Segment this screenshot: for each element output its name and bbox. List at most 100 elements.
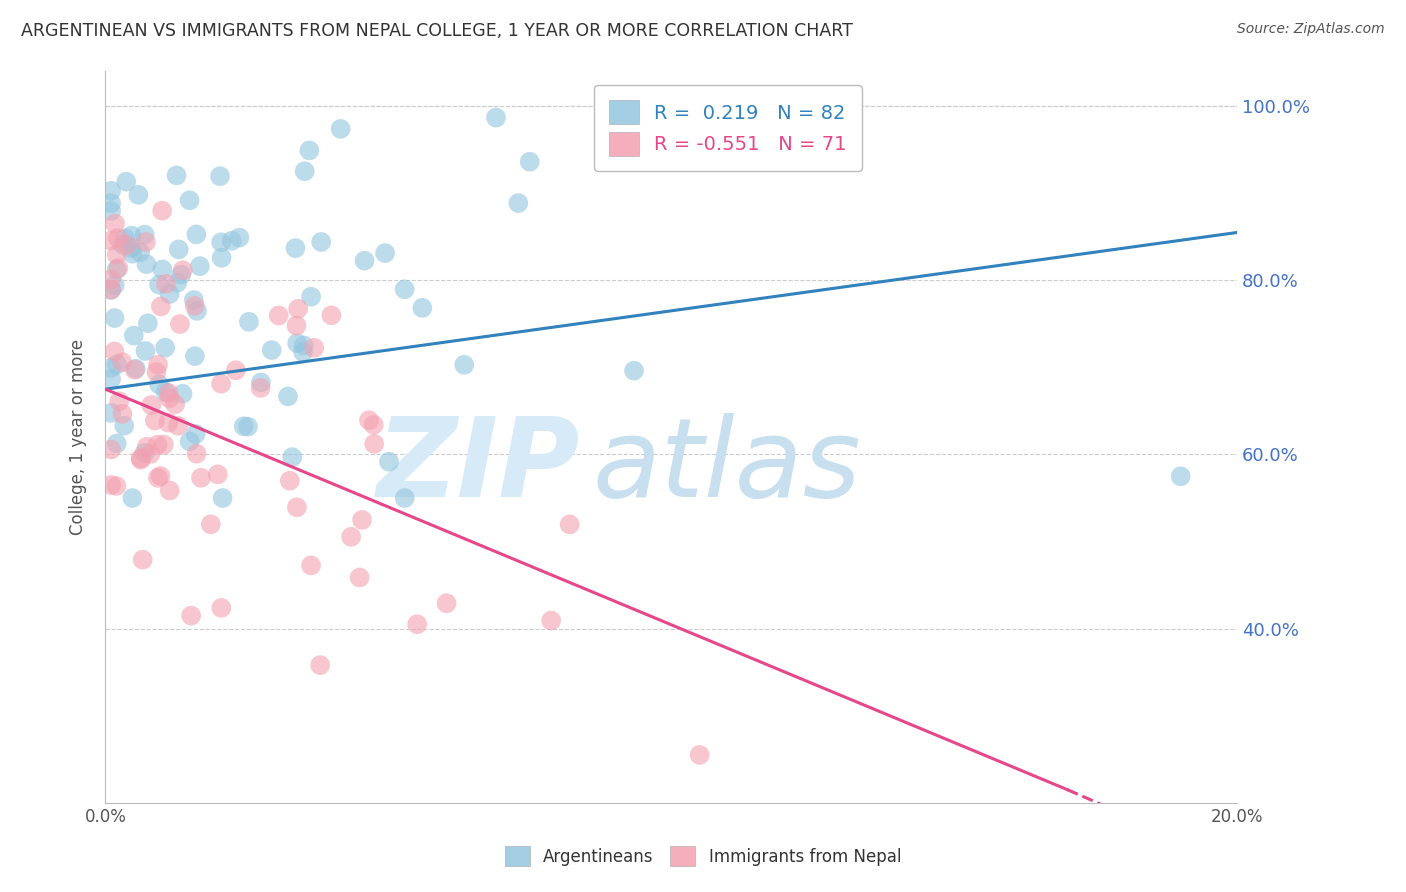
Point bbox=[100, 372, 122, 386]
Point bbox=[186, 447, 208, 461]
Point bbox=[131, 552, 153, 566]
Point bbox=[238, 315, 260, 329]
Point bbox=[250, 376, 273, 390]
Point bbox=[165, 397, 187, 411]
Point bbox=[179, 434, 201, 449]
Point bbox=[100, 203, 122, 218]
Point bbox=[357, 413, 380, 427]
Point bbox=[508, 196, 530, 211]
Point bbox=[103, 344, 125, 359]
Point bbox=[104, 217, 127, 231]
Point bbox=[111, 407, 134, 421]
Point bbox=[134, 343, 156, 358]
Point bbox=[107, 260, 129, 275]
Point bbox=[208, 169, 231, 184]
Point bbox=[281, 450, 304, 464]
Point bbox=[125, 361, 148, 376]
Point bbox=[180, 608, 202, 623]
Point bbox=[349, 570, 371, 584]
Point bbox=[100, 272, 122, 286]
Point bbox=[340, 530, 363, 544]
Point bbox=[284, 241, 307, 255]
Point bbox=[186, 227, 208, 242]
Point bbox=[292, 338, 315, 352]
Point bbox=[309, 235, 332, 249]
Point bbox=[150, 203, 173, 218]
Point bbox=[209, 376, 232, 391]
Point bbox=[105, 436, 128, 450]
Point bbox=[100, 184, 122, 198]
Point bbox=[207, 467, 229, 482]
Point bbox=[100, 406, 122, 420]
Point bbox=[172, 386, 194, 401]
Point bbox=[172, 263, 194, 277]
Point bbox=[112, 418, 135, 433]
Point bbox=[166, 169, 188, 183]
Point bbox=[394, 282, 416, 296]
Point bbox=[299, 558, 322, 573]
Point bbox=[105, 262, 128, 277]
Point bbox=[143, 413, 166, 427]
Point bbox=[277, 389, 299, 403]
Point bbox=[120, 241, 142, 255]
Point bbox=[121, 491, 143, 505]
Point bbox=[236, 419, 259, 434]
Point bbox=[184, 427, 207, 442]
Point bbox=[363, 417, 385, 432]
Point bbox=[167, 243, 190, 257]
Point bbox=[135, 235, 157, 249]
Text: ZIP: ZIP bbox=[377, 413, 581, 520]
Point bbox=[411, 301, 433, 315]
Text: Source: ZipAtlas.com: Source: ZipAtlas.com bbox=[1237, 22, 1385, 37]
Point bbox=[100, 283, 122, 297]
Point bbox=[225, 363, 247, 377]
Point bbox=[146, 438, 169, 452]
Point bbox=[129, 452, 152, 467]
Point bbox=[228, 230, 250, 244]
Point bbox=[112, 237, 135, 252]
Point bbox=[127, 187, 149, 202]
Point bbox=[485, 111, 508, 125]
Point bbox=[134, 446, 156, 460]
Point bbox=[141, 398, 163, 412]
Point bbox=[623, 364, 645, 378]
Point bbox=[124, 363, 146, 377]
Point bbox=[184, 349, 207, 363]
Point bbox=[100, 234, 122, 248]
Point bbox=[329, 122, 352, 136]
Point bbox=[159, 287, 181, 301]
Text: atlas: atlas bbox=[592, 413, 860, 520]
Point bbox=[436, 596, 458, 610]
Point bbox=[183, 293, 205, 307]
Point bbox=[260, 343, 283, 357]
Point bbox=[148, 377, 170, 392]
Point bbox=[188, 259, 211, 273]
Point bbox=[190, 471, 212, 485]
Point bbox=[145, 365, 167, 379]
Point bbox=[232, 419, 254, 434]
Point bbox=[302, 341, 325, 355]
Point bbox=[121, 246, 143, 260]
Point bbox=[104, 311, 127, 326]
Point bbox=[170, 268, 193, 282]
Point bbox=[146, 358, 169, 372]
Point bbox=[394, 491, 416, 505]
Point bbox=[363, 437, 385, 451]
Point bbox=[135, 440, 157, 454]
Point bbox=[183, 299, 205, 313]
Point bbox=[115, 175, 138, 189]
Point bbox=[221, 234, 243, 248]
Point bbox=[105, 357, 128, 371]
Point bbox=[149, 469, 172, 483]
Point bbox=[100, 478, 122, 492]
Point bbox=[136, 316, 159, 330]
Point bbox=[287, 301, 309, 316]
Point bbox=[135, 257, 157, 271]
Point bbox=[453, 358, 475, 372]
Point bbox=[292, 345, 315, 359]
Point bbox=[689, 747, 711, 762]
Point bbox=[107, 231, 129, 245]
Text: ARGENTINEAN VS IMMIGRANTS FROM NEPAL COLLEGE, 1 YEAR OR MORE CORRELATION CHART: ARGENTINEAN VS IMMIGRANTS FROM NEPAL COL… bbox=[21, 22, 853, 40]
Point bbox=[519, 154, 541, 169]
Point bbox=[105, 247, 128, 261]
